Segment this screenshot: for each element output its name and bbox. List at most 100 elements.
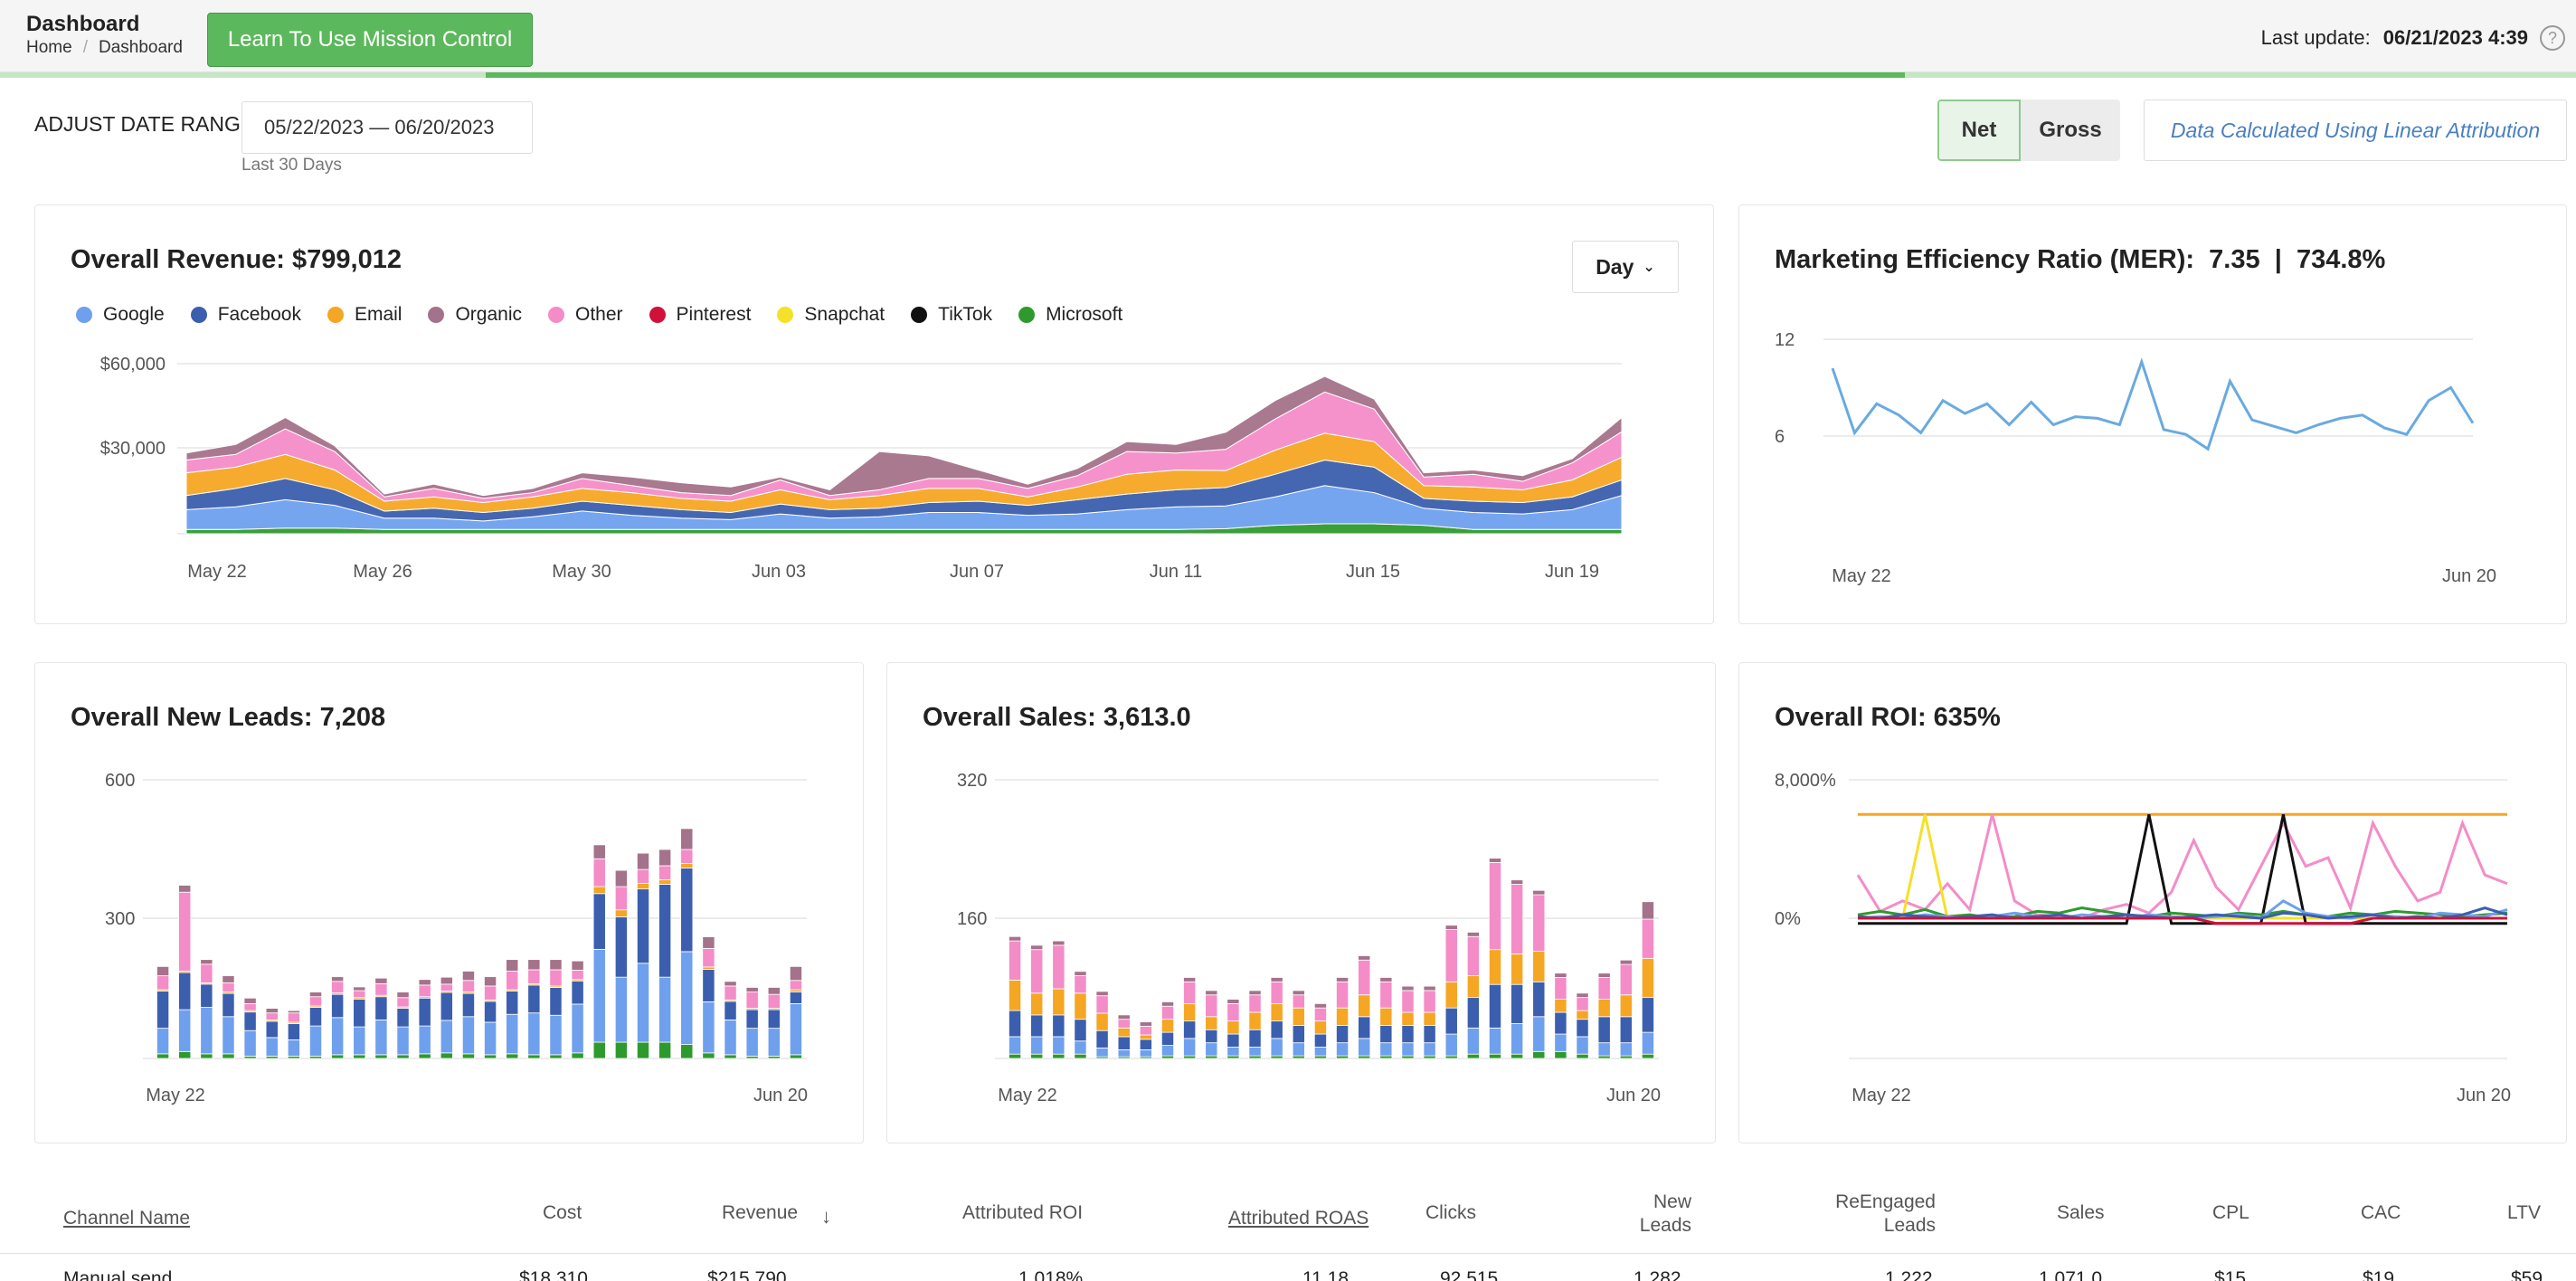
leads-bar-organic: [506, 959, 519, 972]
col-cac[interactable]: CAC: [2361, 1202, 2401, 1223]
x-tick-label: Jun 20: [2442, 566, 2496, 586]
sales-bar-facebook: [1292, 1025, 1305, 1044]
leads-bar-facebook: [440, 992, 453, 1021]
col-new-leads[interactable]: New Leads: [1639, 1191, 1691, 1236]
leads-bar-facebook: [592, 893, 606, 950]
revenue-title: Overall Revenue: $799,012: [71, 245, 402, 274]
cell-reengaged: 1,222: [1885, 1268, 1933, 1281]
load-progress-bar: [0, 72, 2576, 78]
leads-bar-facebook: [178, 972, 192, 1011]
attribution-note-button[interactable]: Data Calculated Using Linear Attribution: [2144, 100, 2567, 161]
leads-bar-other: [222, 982, 235, 992]
leads-bar-microsoft: [506, 1053, 519, 1059]
sales-bar-facebook: [1074, 1019, 1087, 1042]
leads-bar-other: [200, 963, 213, 983]
sales-bar-facebook: [1248, 1029, 1262, 1048]
breadcrumb-home[interactable]: Home: [26, 38, 72, 57]
leads-bar-other: [396, 997, 410, 1008]
legend-item-snapchat[interactable]: Snapchat: [777, 304, 885, 326]
leads-bar-facebook: [658, 884, 672, 978]
mer-title: Marketing Efficiency Ratio (MER): 7.35 |…: [1775, 245, 2386, 274]
col-attributed-roi[interactable]: Attributed ROI: [962, 1202, 1084, 1223]
sales-bar-email: [1052, 988, 1065, 1016]
x-tick-label: May 22: [187, 562, 247, 582]
sales-bar-organic: [1226, 999, 1240, 1004]
legend-label: Email: [354, 304, 402, 325]
gross-toggle-button[interactable]: Gross: [2021, 100, 2120, 161]
leads-bar-organic: [527, 959, 541, 971]
sales-bar-other: [1183, 981, 1197, 1004]
leads-bar-microsoft: [418, 1053, 431, 1059]
legend-item-tiktok[interactable]: TikTok: [911, 304, 992, 326]
sales-bar-email: [1511, 954, 1524, 985]
cell-cost: $18,310: [519, 1268, 588, 1281]
col-clicks[interactable]: Clicks: [1425, 1202, 1476, 1223]
leads-bar-facebook: [724, 1001, 737, 1020]
sales-bar-google: [1554, 1033, 1567, 1052]
x-tick-label: Jun 03: [752, 562, 806, 582]
sales-bar-organic: [1074, 971, 1087, 976]
col-channel-name[interactable]: Channel Name: [63, 1208, 191, 1229]
leads-bar-microsoft: [636, 1041, 650, 1059]
sales-bar-other: [1292, 994, 1305, 1009]
sales-bar-google: [1641, 1031, 1654, 1055]
leads-bar-email: [614, 909, 628, 917]
col-cost[interactable]: Cost: [543, 1202, 582, 1223]
legend-item-microsoft[interactable]: Microsoft: [1018, 304, 1122, 326]
leads-bar-other: [418, 984, 431, 998]
legend-item-organic[interactable]: Organic: [428, 304, 522, 326]
leads-bar-organic: [331, 976, 345, 982]
legend-item-pinterest[interactable]: Pinterest: [649, 304, 751, 326]
question-circle-icon[interactable]: ?: [2540, 25, 2565, 51]
legend-item-facebook[interactable]: Facebook: [190, 304, 301, 326]
col-ltv[interactable]: LTV: [2507, 1202, 2541, 1223]
learn-mission-control-button[interactable]: Learn To Use Mission Control: [207, 13, 533, 67]
leads-bar-organic: [484, 976, 497, 987]
col-sales[interactable]: Sales: [2057, 1202, 2105, 1223]
col-cpl[interactable]: CPL: [2212, 1202, 2249, 1223]
leads-bar-other: [789, 980, 802, 991]
sales-bar-organic: [1641, 901, 1654, 920]
leads-bar-other: [592, 858, 606, 887]
arrow-down-icon[interactable]: ↓: [821, 1205, 831, 1228]
leads-bar-google: [374, 1019, 388, 1056]
last-update-value: 06/21/2023 4:39: [2382, 26, 2528, 49]
col-attributed-roas[interactable]: Attributed ROAS: [1228, 1208, 1369, 1229]
area-organic: [185, 375, 1623, 499]
legend-item-other[interactable]: Other: [548, 304, 623, 326]
net-toggle-button[interactable]: Net: [1937, 100, 2021, 161]
granularity-value: Day: [1596, 254, 1634, 279]
sales-bar-organic: [1139, 1021, 1152, 1027]
leads-bar-google: [396, 1026, 410, 1056]
sales-bar-organic: [1358, 955, 1371, 961]
sales-bar-microsoft: [1423, 1055, 1436, 1059]
sales-bar-organic: [1554, 973, 1567, 978]
col-revenue[interactable]: Revenue: [722, 1202, 799, 1223]
sales-bar-email: [1554, 999, 1567, 1013]
legend-dot: [548, 307, 564, 323]
col-reengaged-leads[interactable]: ReEngaged Leads: [1835, 1191, 1936, 1236]
sales-bar-organic: [1095, 991, 1109, 997]
sales-bar-organic: [1183, 977, 1197, 982]
table-row[interactable]: Manual send $18,310 $215,790 1,018% 11.1…: [0, 1254, 2576, 1281]
y-tick-label: $30,000: [100, 439, 166, 459]
sales-bar-google: [1466, 1027, 1480, 1055]
date-range-input[interactable]: 05/22/2023 — 06/20/2023: [242, 101, 533, 154]
page-title: Dashboard: [26, 12, 140, 36]
sales-bar-google: [1336, 1042, 1350, 1057]
leads-bar-other: [287, 1012, 300, 1023]
leads-bar-facebook: [527, 984, 541, 1014]
leads-bar-organic: [724, 981, 737, 987]
leads-bar-other: [767, 993, 781, 1009]
leads-bar-other: [571, 970, 584, 981]
legend-item-google[interactable]: Google: [76, 304, 165, 326]
sales-bar-facebook: [1117, 1036, 1131, 1050]
legend-item-email[interactable]: Email: [327, 304, 402, 326]
leads-bar-microsoft: [222, 1053, 235, 1059]
sales-bar-other: [1576, 997, 1589, 1011]
sales-bar-organic: [1488, 858, 1502, 863]
legend-label: Microsoft: [1046, 304, 1123, 325]
leads-bar-organic: [200, 959, 213, 965]
granularity-select[interactable]: Day ⌄: [1572, 241, 1679, 293]
